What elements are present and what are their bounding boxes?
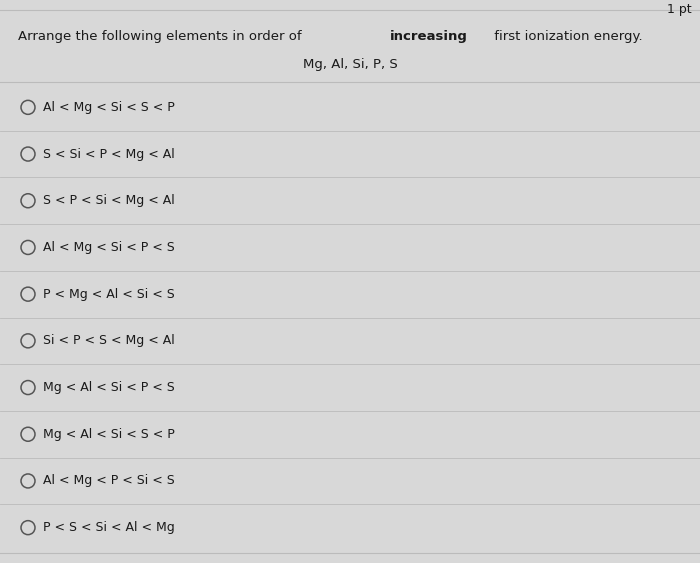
Text: Arrange the following elements in order of: Arrange the following elements in order …	[18, 30, 306, 43]
Text: S < Si < P < Mg < Al: S < Si < P < Mg < Al	[43, 148, 175, 160]
Text: Al < Mg < Si < S < P: Al < Mg < Si < S < P	[43, 101, 175, 114]
Text: Si < P < S < Mg < Al: Si < P < S < Mg < Al	[43, 334, 175, 347]
Text: increasing: increasing	[389, 30, 468, 43]
Text: Al < Mg < Si < P < S: Al < Mg < Si < P < S	[43, 241, 175, 254]
Text: Mg < Al < Si < S < P: Mg < Al < Si < S < P	[43, 428, 175, 441]
Text: 1 pt: 1 pt	[667, 3, 692, 16]
Text: Al < Mg < P < Si < S: Al < Mg < P < Si < S	[43, 475, 175, 488]
Text: P < Mg < Al < Si < S: P < Mg < Al < Si < S	[43, 288, 175, 301]
Text: S < P < Si < Mg < Al: S < P < Si < Mg < Al	[43, 194, 175, 207]
Text: first ionization energy.: first ionization energy.	[490, 30, 643, 43]
Text: Mg < Al < Si < P < S: Mg < Al < Si < P < S	[43, 381, 175, 394]
Text: P < S < Si < Al < Mg: P < S < Si < Al < Mg	[43, 521, 175, 534]
Text: Mg, Al, Si, P, S: Mg, Al, Si, P, S	[302, 58, 398, 71]
